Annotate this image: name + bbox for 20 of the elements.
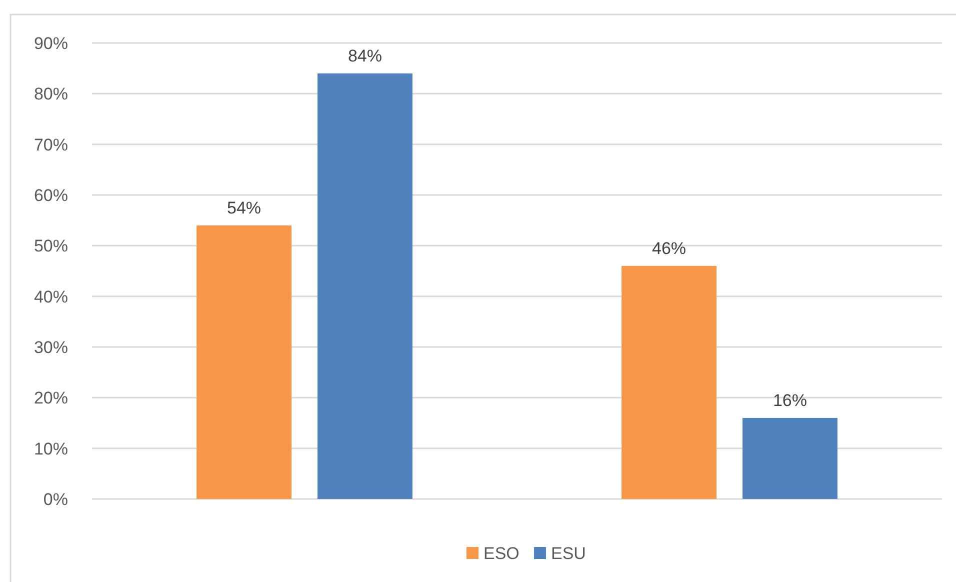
legend-label: ESU [551,544,586,563]
y-tick-label: 40% [34,287,68,306]
data-label: 16% [772,390,807,410]
y-tick-label: 50% [34,236,68,256]
y-tick-label: 20% [34,388,68,408]
y-tick-label: 70% [34,135,68,154]
y-tick-label: 60% [34,186,68,205]
bar [742,418,838,499]
bar [622,266,716,499]
bar [196,225,292,499]
y-tick-label: 30% [34,338,68,357]
data-label: 46% [652,238,686,258]
y-tick-label: 0% [43,490,68,509]
bar [318,73,412,499]
data-label: 84% [348,46,382,66]
y-tick-label: 90% [34,34,68,53]
legend-label: ESO [484,544,520,563]
data-label: 54% [227,198,262,218]
y-tick-label: 80% [34,84,68,104]
y-tick-label: 10% [34,439,68,458]
